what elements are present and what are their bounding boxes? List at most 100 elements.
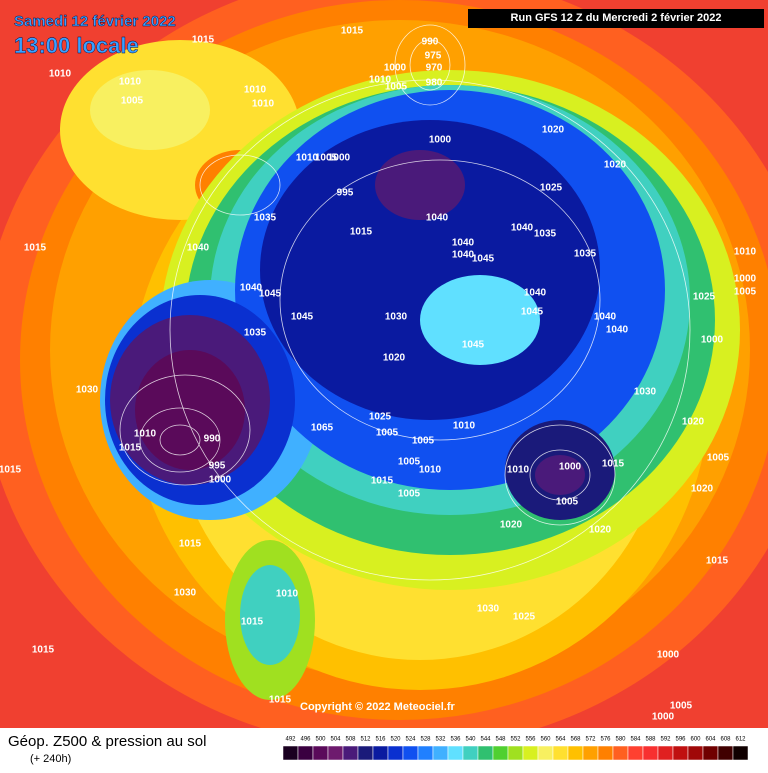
- scale-label: 532: [435, 737, 446, 743]
- isobar-label: 1040: [426, 213, 449, 224]
- isobar-label: 1030: [174, 588, 197, 599]
- scale-swatch: [537, 745, 554, 761]
- scale-swatch: [417, 745, 434, 761]
- isobar-label: 1040: [524, 288, 547, 299]
- scale-label: 496: [300, 737, 311, 743]
- scale-swatch: [312, 745, 329, 761]
- isobar-label: 995: [209, 461, 226, 472]
- isobar-label: 1010: [276, 589, 299, 600]
- scale-swatch: [282, 745, 299, 761]
- scale-label: 528: [420, 737, 431, 743]
- isobar-label: 1010: [49, 69, 72, 80]
- isobar-label: 1045: [472, 254, 495, 265]
- scale-label: 604: [705, 737, 716, 743]
- scale-label: 572: [585, 737, 596, 743]
- isobar-label: 1010: [453, 421, 476, 432]
- isobar-label: 1010: [252, 99, 275, 110]
- isobar-label: 1045: [462, 340, 485, 351]
- scale-swatch: [507, 745, 524, 761]
- scale-label: 580: [615, 737, 626, 743]
- run-info: Run GFS 12 Z du Mercredi 2 février 2022: [511, 12, 722, 24]
- isobar-label: 1040: [511, 223, 534, 234]
- isobar-label: 1005: [398, 457, 421, 468]
- forecast-date: Samedi 12 février 2022: [14, 13, 176, 30]
- scale-swatch: [582, 745, 599, 761]
- scale-swatch: [297, 745, 314, 761]
- isobar-label: 1010: [734, 247, 757, 258]
- scale-label: 588: [645, 737, 656, 743]
- scale-swatch: [342, 745, 359, 761]
- scale-swatch: [387, 745, 404, 761]
- scale-swatch: [447, 745, 464, 761]
- scale-label: 600: [690, 737, 701, 743]
- scale-swatch: [402, 745, 419, 761]
- isobar-label: 980: [426, 78, 443, 89]
- scale-label: 548: [495, 737, 506, 743]
- isobar-label: 1035: [534, 229, 557, 240]
- scale-label: 500: [315, 737, 326, 743]
- isobar-label: 995: [337, 188, 354, 199]
- isobar-label: 1045: [259, 289, 282, 300]
- scale-swatch: [492, 745, 509, 761]
- isobar-label: 1040: [452, 238, 475, 249]
- isobar-label: 1000: [652, 712, 675, 723]
- scale-label: 540: [465, 737, 476, 743]
- scale-label: 544: [480, 737, 491, 743]
- isobar-label: 1005: [385, 82, 408, 93]
- scale-swatch: [687, 745, 704, 761]
- scale-label: 608: [720, 737, 731, 743]
- isobar-label: 1015: [602, 459, 625, 470]
- isobar-label: 1015: [32, 645, 55, 656]
- scale-label: 504: [330, 737, 341, 743]
- isobar-label: 1020: [589, 525, 612, 536]
- scale-label: 512: [360, 737, 371, 743]
- scale-swatch: [432, 745, 449, 761]
- scale-label: 576: [600, 737, 611, 743]
- isobar-label: 1025: [369, 412, 392, 423]
- scale-label: 568: [570, 737, 581, 743]
- scale-label: 536: [450, 737, 461, 743]
- color-scale: 492 496 500 504 508 512 516 520 524 528 532 536 540 5…: [282, 737, 749, 761]
- isobar-label: 1020: [691, 484, 714, 495]
- scale-swatch: [462, 745, 479, 761]
- isobar-label: 1000: [559, 462, 582, 473]
- scale-swatch: [657, 745, 674, 761]
- isobar-label: 1020: [682, 417, 705, 428]
- scale-swatch: [612, 745, 629, 761]
- isobar-label: 1010: [369, 75, 392, 86]
- scale-label: 520: [390, 737, 401, 743]
- isobar-label: 1015: [192, 35, 215, 46]
- isobar-label: 990: [204, 434, 221, 445]
- isobar-label: 1040: [606, 325, 629, 336]
- isobar-label: 1010: [244, 85, 267, 96]
- isobar-label: 1010: [296, 153, 319, 164]
- isobar-label: 1005: [376, 428, 399, 439]
- isobar-label: 1025: [540, 183, 563, 194]
- scale-swatch: [597, 745, 614, 761]
- scale-swatch: [732, 745, 749, 761]
- isobar-label: 990: [422, 37, 439, 48]
- scale-label: 556: [525, 737, 536, 743]
- scale-swatch: [327, 745, 344, 761]
- isobar-label: 1005: [707, 453, 730, 464]
- scale-swatch: [642, 745, 659, 761]
- isobar-label: 1005: [315, 153, 338, 164]
- isobar-label: 1010: [119, 77, 142, 88]
- isobar-label: 1015: [179, 539, 202, 550]
- forecast-time: 13:00 locale: [14, 33, 139, 58]
- scale-swatch: [717, 745, 734, 761]
- isobar-label: 1015: [269, 695, 292, 706]
- scale-label: 524: [405, 737, 416, 743]
- isobar-label: 1030: [477, 604, 500, 615]
- isobar-label: 1020: [500, 520, 523, 531]
- scale-swatch: [522, 745, 539, 761]
- scale-swatch: [567, 745, 584, 761]
- isobar-label: 1035: [254, 213, 277, 224]
- run-box: [468, 9, 764, 28]
- isobar-label: 1040: [240, 283, 263, 294]
- scale-label: 492: [285, 737, 296, 743]
- isobar-label: 1040: [187, 243, 210, 254]
- scale-label: 552: [510, 737, 521, 743]
